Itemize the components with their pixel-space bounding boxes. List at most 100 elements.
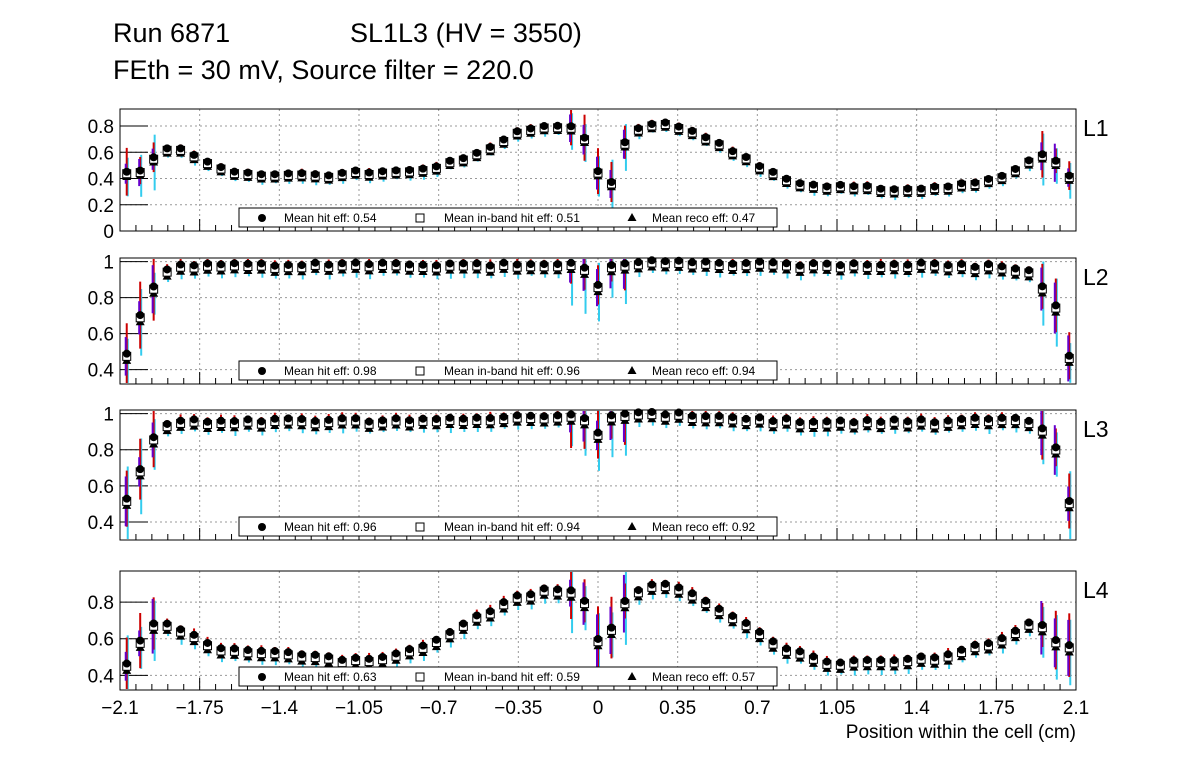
hit-point <box>567 586 576 595</box>
hit-point <box>728 413 737 422</box>
hit-point <box>190 150 199 159</box>
hit-point <box>742 153 751 162</box>
hit-point <box>338 259 347 268</box>
hit-point <box>944 261 953 270</box>
hit-point <box>971 178 980 187</box>
hit-point <box>190 261 199 270</box>
hit-point <box>122 349 131 358</box>
legend-inband-text: Mean in-band hit eff: 0.59 <box>444 670 580 684</box>
hit-point <box>459 154 468 163</box>
legend-reco-marker <box>627 213 637 221</box>
hit-point <box>526 260 535 269</box>
x-tick-label: 1.75 <box>978 698 1015 719</box>
legend-reco-text: Mean reco eff: 0.92 <box>652 520 756 534</box>
hit-point <box>930 259 939 268</box>
legend-reco-marker <box>627 522 637 530</box>
hit-point <box>163 419 172 428</box>
hit-point <box>1038 620 1047 629</box>
legend-box <box>238 207 778 228</box>
hit-point <box>432 415 441 424</box>
hit-point <box>405 165 414 174</box>
hit-point <box>620 409 629 418</box>
hit-point <box>526 124 535 133</box>
hit-point <box>243 646 252 655</box>
hit-point <box>674 122 683 131</box>
hit-point <box>607 411 616 420</box>
hit-point <box>270 414 279 423</box>
hit-point <box>594 280 602 289</box>
hit-point <box>459 414 468 423</box>
hit-point <box>647 580 656 589</box>
hit-point <box>849 182 858 191</box>
legend-inband-text: Mean in-band hit eff: 0.51 <box>444 211 580 225</box>
hit-point <box>311 650 320 659</box>
hit-point <box>297 650 306 659</box>
legend-reco-text: Mean reco eff: 0.94 <box>652 364 756 378</box>
hit-point <box>445 156 454 165</box>
legend-box <box>238 516 778 537</box>
hit-point <box>338 168 347 177</box>
hit-point <box>876 417 885 426</box>
hit-point <box>351 166 360 175</box>
hit-point <box>863 655 872 664</box>
hit-point <box>674 408 683 417</box>
hit-point <box>903 184 912 193</box>
hit-point <box>445 259 454 268</box>
hit-point <box>755 162 764 171</box>
hit-point <box>311 417 320 426</box>
hit-point <box>1024 266 1033 275</box>
hit-point <box>405 416 414 425</box>
hit-point <box>769 637 778 646</box>
hit-point <box>701 133 710 142</box>
hit-point <box>903 654 912 663</box>
legend: Mean hit eff: 0.96 Mean in-band hit eff: … <box>238 516 778 537</box>
hit-point <box>822 417 831 426</box>
hit-point <box>634 258 643 267</box>
x-tick-label: 0.35 <box>659 698 696 719</box>
hit-point <box>930 653 939 662</box>
hit-point <box>378 167 387 176</box>
hit-point <box>203 157 212 166</box>
hit-point <box>890 415 899 424</box>
hit-point <box>499 135 508 144</box>
hit-point <box>243 415 252 424</box>
panel-layer-label: L2 <box>1083 264 1109 290</box>
hit-point <box>472 413 481 422</box>
hit-point <box>1065 171 1074 180</box>
y-tick-label: 0.6 <box>88 477 114 498</box>
hit-point <box>338 655 347 664</box>
hit-point <box>136 166 145 175</box>
hit-point <box>230 167 239 176</box>
hit-point <box>230 259 239 268</box>
hit-point <box>876 260 885 269</box>
hit-point <box>903 260 912 269</box>
hit-point <box>553 585 562 594</box>
hit-point <box>392 414 401 423</box>
x-tick-label: −0.7 <box>420 698 458 719</box>
hit-point <box>809 417 818 426</box>
hit-point <box>513 591 522 600</box>
hit-point <box>917 258 926 267</box>
hit-point <box>445 628 454 637</box>
x-tick-label: 1.4 <box>903 698 930 719</box>
hit-point <box>715 258 724 267</box>
hit-point <box>1011 413 1020 422</box>
hit-point <box>607 177 616 186</box>
hit-point <box>472 611 481 620</box>
hit-point <box>688 258 697 267</box>
panel-l3: 0.4 0.6 0.8 1 L3 Mean hit eff: 0.96 Mean in-ba… <box>88 405 1109 541</box>
y-tick-label: 0 <box>103 222 114 243</box>
legend-box <box>238 360 778 381</box>
legend-inband-text: Mean in-band hit eff: 0.96 <box>444 364 580 378</box>
hit-point <box>971 413 980 422</box>
hit-point <box>944 650 953 659</box>
hit-point <box>499 258 508 267</box>
hit-point <box>567 258 576 267</box>
y-tick-label: 0.8 <box>88 593 114 614</box>
hit-point <box>284 169 293 178</box>
panel-l4: 0.4 0.6 0.8 L4 Mean hit eff: 0.63 Mean in-ban… <box>88 570 1109 691</box>
hit-point <box>472 259 481 268</box>
hit-point <box>499 412 508 421</box>
hit-point <box>782 414 791 423</box>
hit-point <box>930 418 939 427</box>
